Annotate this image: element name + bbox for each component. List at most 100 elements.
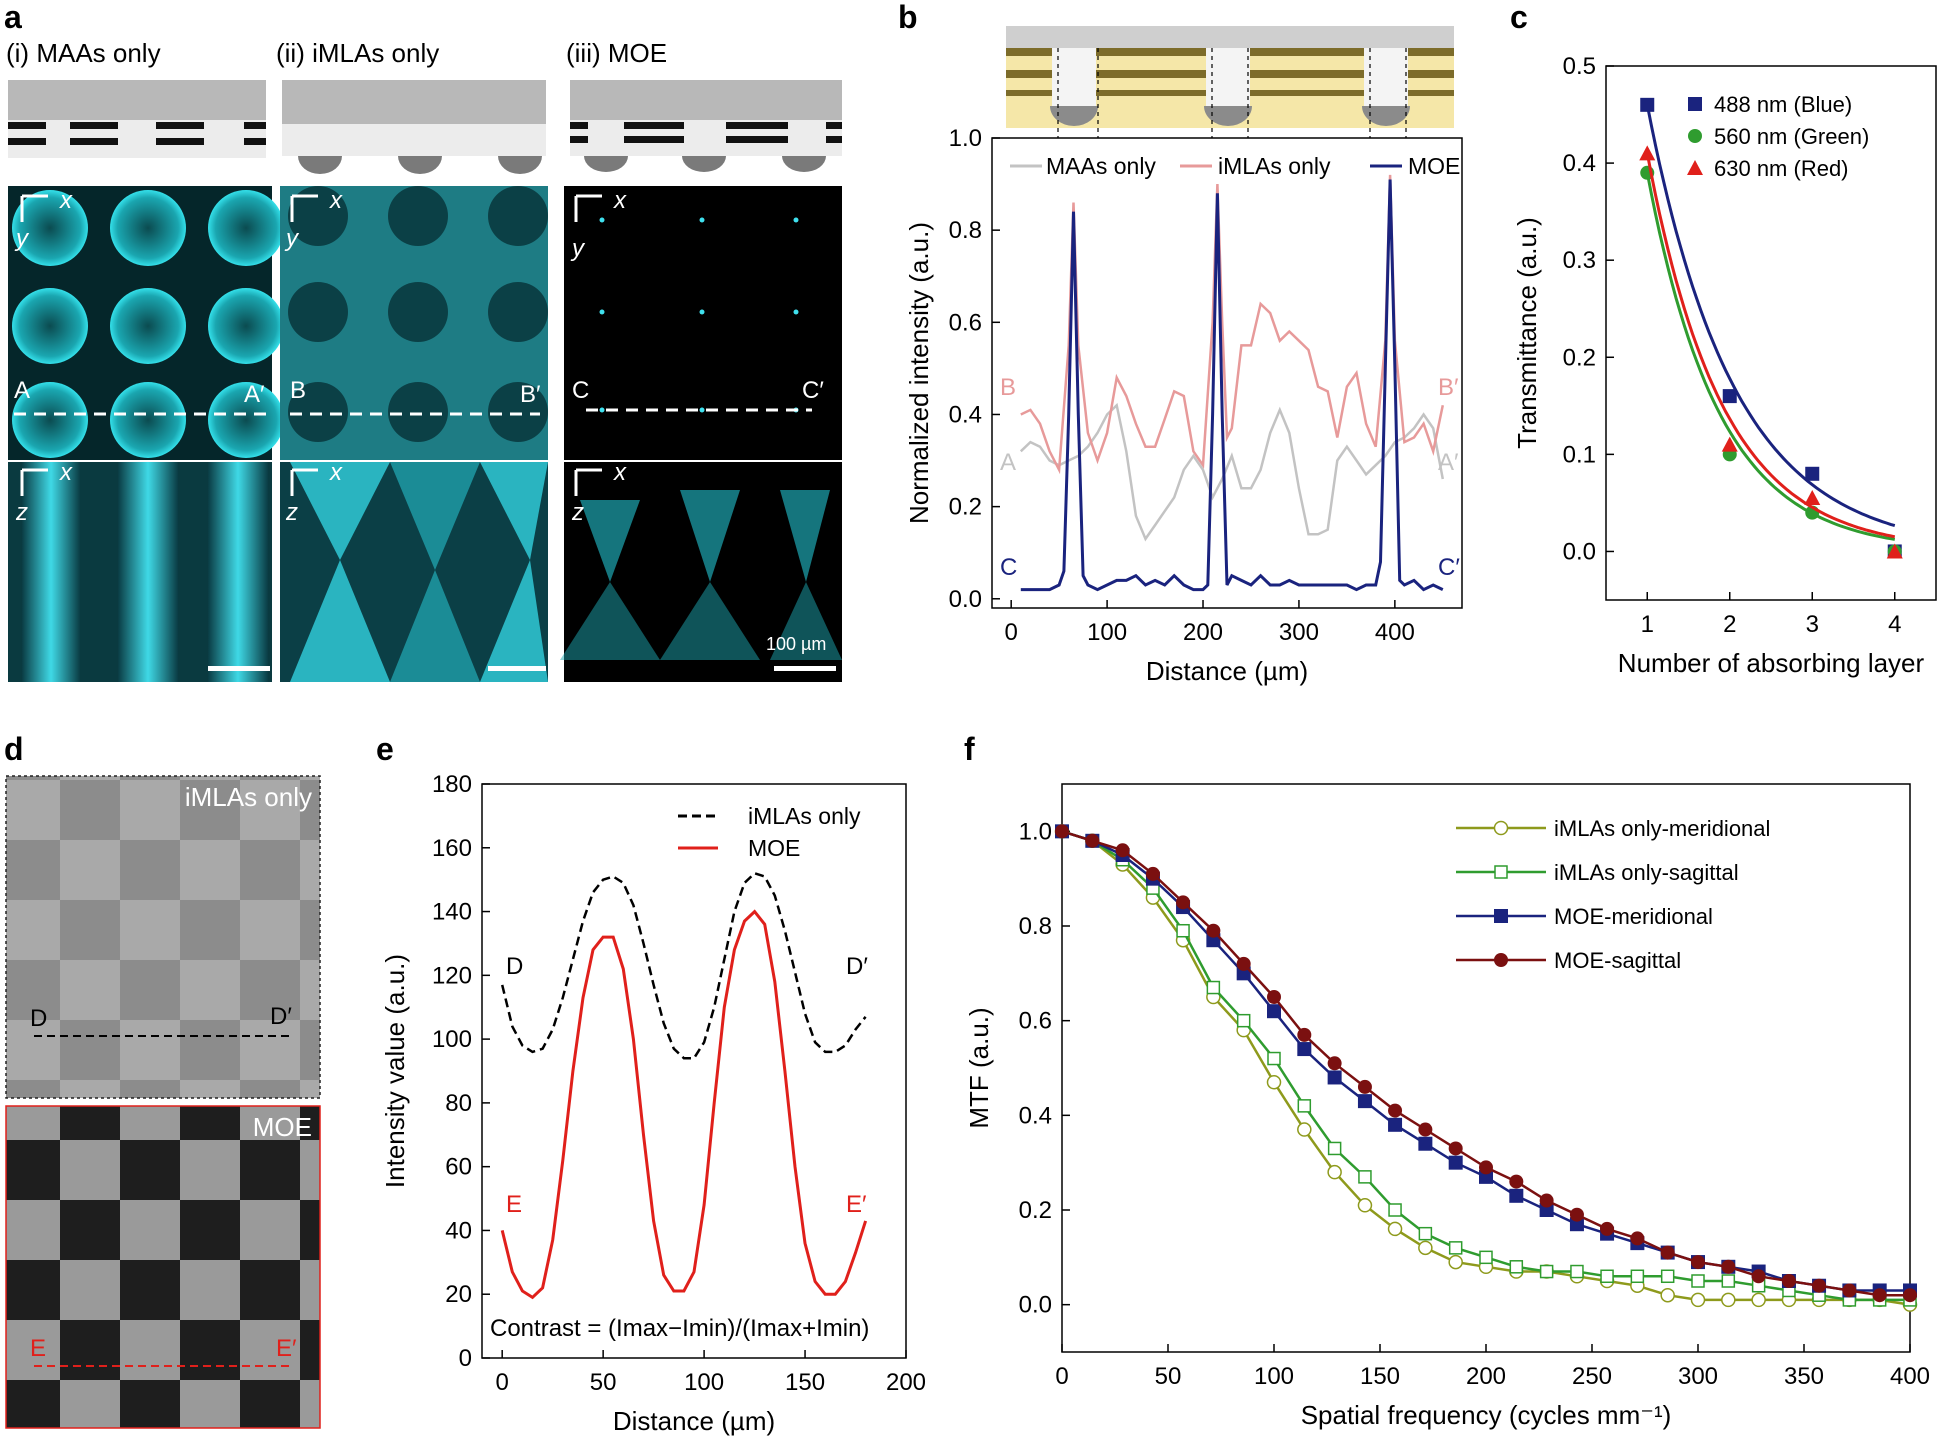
data-point [1721, 436, 1738, 452]
legend-label: 630 nm (Red) [1714, 156, 1849, 181]
data-point [1479, 1250, 1493, 1265]
data-point [1055, 824, 1069, 839]
series-line-imlas-only [1020, 174, 1445, 475]
image-imlas-xy [280, 186, 548, 460]
data-point [1267, 990, 1281, 1004]
data-point [1630, 1269, 1645, 1284]
x-axis-label: Distance (µm) [613, 1406, 775, 1436]
legend-marker [1494, 865, 1508, 879]
data-point [1640, 97, 1655, 112]
data-point [1267, 1051, 1281, 1066]
plot-frame [481, 783, 907, 1359]
data-point [1781, 1274, 1796, 1288]
data-point [1236, 956, 1251, 971]
axis-arrows [20, 194, 602, 496]
data-point [1267, 1004, 1281, 1019]
x-tick-label: 50 [590, 1369, 617, 1396]
end-label-start: A [1000, 449, 1016, 476]
y-tick-label: 0.5 [1563, 53, 1596, 80]
axis-x-label: x [59, 187, 73, 214]
data-point [1357, 1079, 1372, 1094]
schematic-b [1004, 26, 1454, 132]
data-point [1387, 1221, 1403, 1237]
data-point [1388, 1203, 1402, 1217]
d-top-label: iMLAs only [185, 782, 312, 812]
chart-c: 1 2 3 4 0.0 0.1 0.2 0.3 0.4 0.5 Number of absorbin… [1512, 53, 1937, 678]
legend-label: MOE [748, 835, 800, 861]
y-tick-label: 0.0 [1019, 1292, 1052, 1319]
data-point [1418, 1240, 1433, 1256]
data-point [1721, 1274, 1736, 1288]
axis-z-label: z [285, 499, 298, 526]
legend-label: iMLAs only-meridional [1554, 816, 1770, 841]
data-point [1539, 1193, 1554, 1208]
y-tick-label: 0.6 [1019, 1008, 1052, 1035]
line-label-a-start: A [14, 377, 30, 404]
data-point [1418, 1122, 1433, 1137]
x-axis-label: Distance (µm) [1146, 656, 1308, 686]
schematic-maas [8, 80, 266, 158]
axis-x-label: x [613, 187, 627, 214]
legend-marker [1493, 820, 1509, 836]
data-point [1388, 1117, 1403, 1132]
y-tick-label: 0.1 [1563, 441, 1596, 468]
y-tick-label: 0.3 [1563, 247, 1596, 274]
end-label-end: C′ [1438, 554, 1460, 581]
fit-curve [1645, 172, 1896, 541]
data-point [1297, 1042, 1312, 1057]
data-point [1115, 843, 1130, 858]
y-tick-label: 0.8 [949, 217, 982, 244]
y-tick-label: 1.0 [1019, 818, 1052, 845]
line-label-b-end: B′ [520, 381, 541, 408]
x-tick-label: 400 [1890, 1363, 1930, 1390]
data-point [1886, 543, 1903, 559]
col-title-moe: (iii) MOE [566, 38, 667, 68]
end-label-start: E [506, 1191, 522, 1218]
e-line-label-end: E′ [276, 1335, 297, 1362]
y-tick-label: 100 [432, 1026, 472, 1053]
axis-x-label: x [329, 459, 343, 486]
x-tick-label: 1 [1641, 611, 1654, 638]
y-tick-label: 0.2 [1563, 344, 1596, 371]
data-point [1145, 866, 1160, 881]
data-point [1805, 466, 1820, 481]
data-point [1691, 1274, 1705, 1288]
y-tick-label: 80 [445, 1090, 472, 1117]
x-tick-label: 50 [1155, 1363, 1182, 1390]
e-line-label-start: E [30, 1335, 46, 1362]
legend-marker [1688, 129, 1702, 143]
data-point [1418, 1226, 1433, 1241]
y-tick-label: 40 [445, 1217, 472, 1244]
data-point [1176, 923, 1190, 938]
data-point [1600, 1269, 1614, 1284]
fit-curve [1645, 153, 1896, 539]
data-point [1418, 1136, 1433, 1151]
data-point [1327, 1141, 1342, 1156]
data-point [1660, 1269, 1675, 1284]
end-label-end: D′ [846, 953, 868, 980]
y-tick-label: 0.4 [949, 401, 982, 428]
data-point [1448, 1254, 1463, 1270]
y-tick-label: 0.8 [1019, 913, 1052, 940]
data-point [1903, 1288, 1917, 1303]
data-point [1639, 145, 1656, 161]
x-tick-label: 200 [1183, 619, 1223, 646]
panel-label-a: a [4, 0, 22, 35]
data-point [1206, 923, 1221, 938]
data-point [1630, 1231, 1645, 1246]
end-label-start: D [506, 953, 523, 980]
image-d-moe [5, 1105, 321, 1429]
y-tick-label: 0.0 [1563, 538, 1596, 565]
axis-y-label: y [570, 235, 586, 262]
plot-frame [991, 137, 1463, 609]
data-point [1206, 980, 1221, 995]
data-point [1660, 1287, 1675, 1303]
end-label-end: E′ [846, 1191, 867, 1218]
y-tick-label: 60 [445, 1154, 472, 1181]
data-point [1327, 1056, 1342, 1071]
data-point [1539, 1264, 1554, 1279]
line-label-c-end: C′ [802, 377, 824, 404]
y-tick-label: 0.4 [1563, 150, 1596, 177]
x-tick-label: 350 [1784, 1363, 1824, 1390]
end-label-end: B′ [1438, 374, 1459, 401]
